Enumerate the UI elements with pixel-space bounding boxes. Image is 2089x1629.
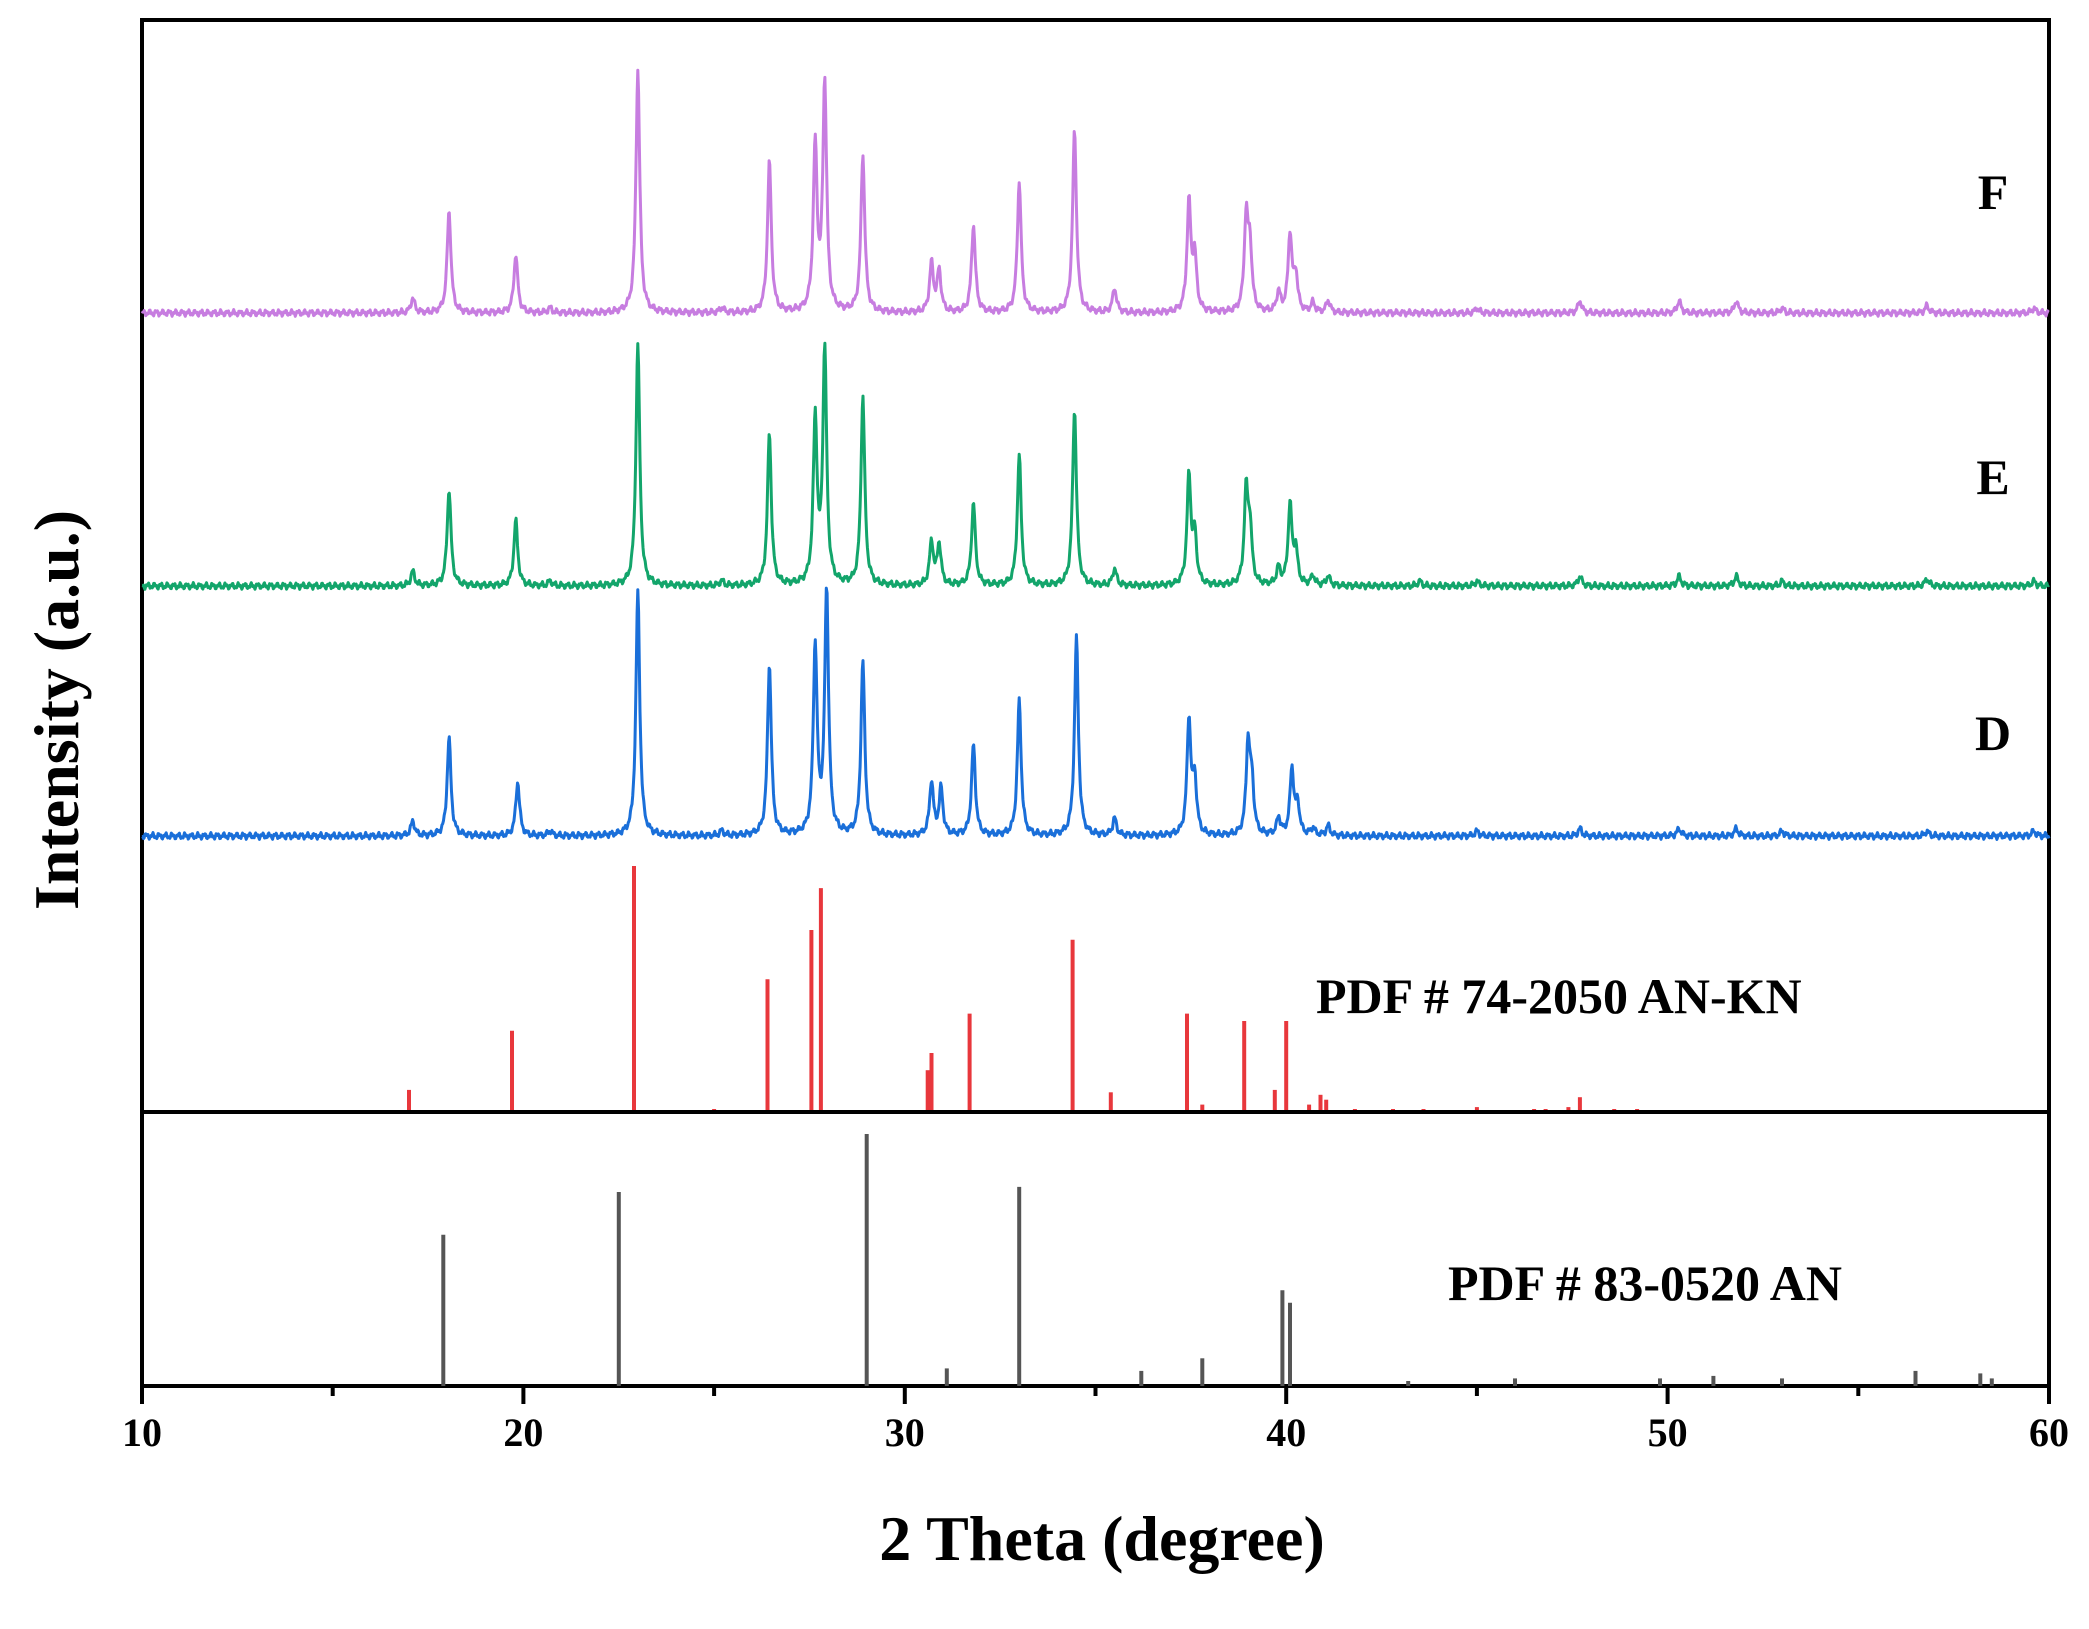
reference-an-kn-layer <box>407 866 1640 1112</box>
series-label-f: F <box>1978 164 2009 220</box>
x-tick-label-10: 10 <box>122 1410 162 1455</box>
series-label-e: E <box>1976 449 2009 505</box>
reference-label-an: PDF # 83-0520 AN <box>1448 1255 1842 1311</box>
x-tick-label-50: 50 <box>1648 1410 1688 1455</box>
series-layer <box>140 68 2051 841</box>
lower-plot-frame <box>140 1110 2051 1388</box>
reference-an-layer <box>441 1134 1994 1386</box>
x-tick-label-60: 60 <box>2029 1410 2069 1455</box>
upper-plot-frame <box>140 18 2051 1114</box>
series-line-d <box>141 586 2051 841</box>
x-axis-title: 2 Theta (degree) <box>879 1503 1325 1574</box>
x-tick-label-30: 30 <box>885 1410 925 1455</box>
y-axis-title: Intensity (a.u.) <box>21 510 92 910</box>
reference-label-an-kn: PDF # 74-2050 AN-KN <box>1316 968 1802 1024</box>
x-tick-label-20: 20 <box>503 1410 543 1455</box>
upper-panel: F E D PDF # 74-2050 AN-KN <box>140 18 2051 1114</box>
x-axis: 10 20 30 40 50 60 <box>122 1386 2069 1455</box>
series-line-e <box>141 341 2050 591</box>
series-line-f <box>140 68 2050 318</box>
x-tick-label-40: 40 <box>1266 1410 1306 1455</box>
series-label-d: D <box>1975 705 2011 761</box>
lower-panel: PDF # 83-0520 AN <box>140 1110 2051 1388</box>
